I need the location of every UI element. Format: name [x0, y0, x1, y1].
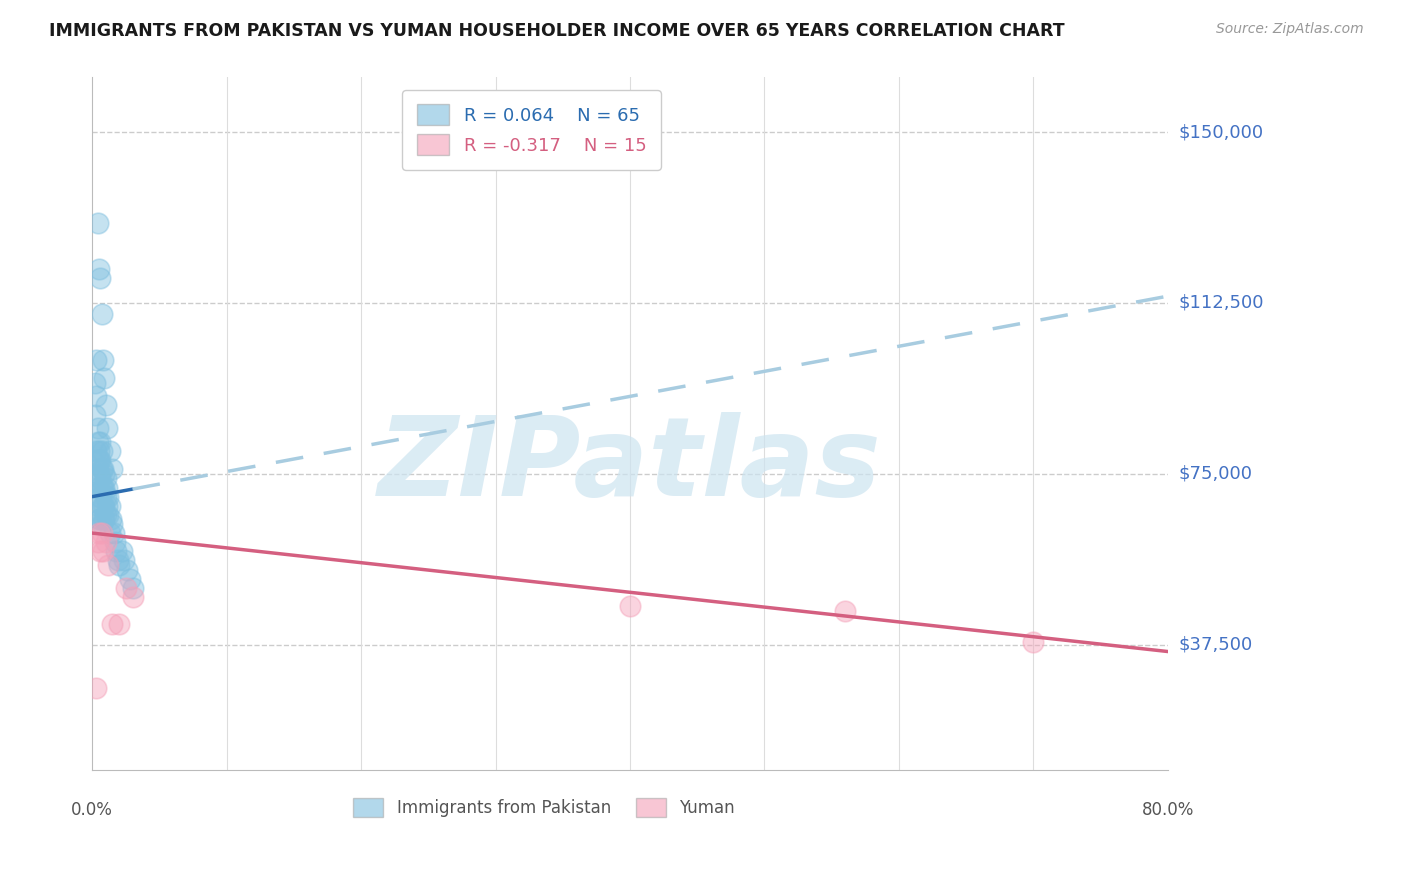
- Point: [91, 512, 114, 526]
- Point: [101, 516, 124, 531]
- Point: [97, 558, 120, 572]
- Point: [89, 512, 111, 526]
- Point: [94, 508, 117, 522]
- Point: [89, 434, 111, 449]
- Point: [91, 353, 114, 368]
- Point: [87, 526, 110, 541]
- Text: 80.0%: 80.0%: [1142, 800, 1194, 819]
- Point: [86, 434, 108, 449]
- Point: [94, 535, 117, 549]
- Point: [114, 553, 136, 567]
- Point: [105, 544, 128, 558]
- Text: ZIPatlas: ZIPatlas: [378, 412, 882, 519]
- Point: [90, 307, 112, 321]
- Point: [90, 444, 112, 458]
- Point: [108, 617, 131, 632]
- Point: [86, 535, 108, 549]
- Text: $112,500: $112,500: [1180, 294, 1264, 312]
- Point: [84, 681, 107, 695]
- Point: [89, 490, 111, 504]
- Point: [89, 271, 111, 285]
- Point: [90, 462, 112, 476]
- Point: [83, 408, 105, 422]
- Point: [100, 512, 122, 526]
- Point: [86, 216, 108, 230]
- Point: [101, 462, 124, 476]
- Point: [84, 353, 107, 368]
- Point: [1022, 635, 1045, 649]
- Point: [87, 512, 110, 526]
- Point: [91, 481, 114, 495]
- Point: [97, 508, 120, 522]
- Point: [93, 371, 115, 385]
- Point: [87, 453, 110, 467]
- Point: [93, 499, 115, 513]
- Point: [96, 421, 118, 435]
- Point: [91, 544, 114, 558]
- Point: [98, 526, 121, 541]
- Point: [90, 516, 112, 531]
- Text: IMMIGRANTS FROM PAKISTAN VS YUMAN HOUSEHOLDER INCOME OVER 65 YEARS CORRELATION C: IMMIGRANTS FROM PAKISTAN VS YUMAN HOUSEH…: [49, 22, 1064, 40]
- Point: [104, 535, 127, 549]
- Point: [97, 490, 120, 504]
- Text: $37,500: $37,500: [1180, 636, 1253, 654]
- Point: [94, 490, 117, 504]
- Point: [118, 572, 141, 586]
- Point: [84, 389, 107, 403]
- Point: [96, 481, 118, 495]
- Point: [90, 499, 112, 513]
- Text: $75,000: $75,000: [1180, 465, 1253, 483]
- Point: [87, 261, 110, 276]
- Point: [90, 526, 112, 541]
- Point: [87, 499, 110, 513]
- Point: [86, 421, 108, 435]
- Point: [86, 453, 108, 467]
- Point: [111, 544, 134, 558]
- Point: [87, 481, 110, 495]
- Point: [98, 499, 121, 513]
- Point: [83, 376, 105, 390]
- Point: [84, 444, 107, 458]
- Point: [93, 481, 115, 495]
- Point: [86, 462, 108, 476]
- Text: 0.0%: 0.0%: [72, 800, 112, 819]
- Text: $150,000: $150,000: [1180, 123, 1264, 141]
- Point: [87, 444, 110, 458]
- Point: [121, 590, 143, 604]
- Point: [103, 526, 125, 541]
- Point: [108, 558, 131, 572]
- Point: [121, 581, 143, 595]
- Point: [115, 562, 138, 576]
- Point: [619, 599, 641, 613]
- Point: [89, 544, 111, 558]
- Point: [91, 462, 114, 476]
- Point: [87, 467, 110, 481]
- Point: [101, 617, 124, 632]
- Point: [98, 444, 121, 458]
- Point: [90, 481, 112, 495]
- Point: [89, 453, 111, 467]
- Point: [89, 471, 111, 485]
- Point: [834, 603, 856, 617]
- Point: [107, 553, 129, 567]
- Point: [86, 481, 108, 495]
- Point: [94, 399, 117, 413]
- Legend: Immigrants from Pakistan, Yuman: Immigrants from Pakistan, Yuman: [346, 791, 741, 824]
- Point: [91, 499, 114, 513]
- Point: [114, 581, 136, 595]
- Point: [94, 471, 117, 485]
- Point: [96, 499, 118, 513]
- Point: [93, 512, 115, 526]
- Point: [93, 467, 115, 481]
- Text: Source: ZipAtlas.com: Source: ZipAtlas.com: [1216, 22, 1364, 37]
